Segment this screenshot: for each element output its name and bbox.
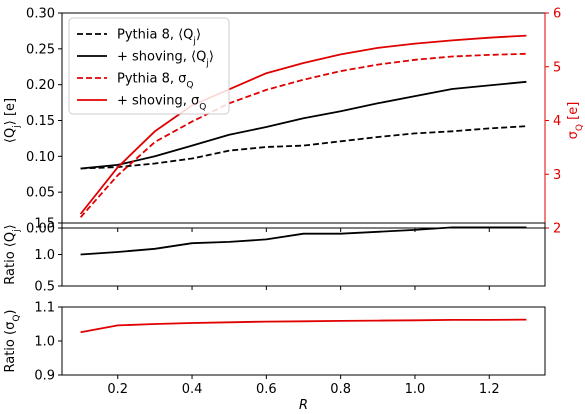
y-axis-label: Ratio ⟨Qj⟩	[3, 224, 22, 284]
series-line-2	[80, 80, 527, 170]
x-tick-label: 0.8	[330, 382, 351, 397]
series-line-4	[79, 34, 527, 215]
y-tick-label: 1.0	[34, 335, 55, 350]
plot-frame	[61, 222, 546, 287]
series-line-1	[80, 125, 527, 170]
legend-box	[68, 17, 230, 115]
legend-label: + shoving, ⟨Qj⟩	[117, 50, 214, 69]
y-tick-label: 1.1	[34, 301, 55, 316]
y-tick-label: 0.30	[26, 7, 55, 22]
x-tick-label: 1.0	[405, 382, 426, 397]
legend-label: Pythia 8, ⟨Qj⟩	[117, 28, 201, 47]
legend-label: + shoving, σQ	[117, 94, 206, 113]
x-tick-label: 0.6	[256, 382, 277, 397]
y-tick-label: 0.20	[26, 78, 55, 93]
y-tick-label: 0.00	[26, 222, 55, 237]
legend: Pythia 8, ⟨Qj⟩ + shoving, ⟨Qj⟩ Pythia 8, σ…	[68, 17, 230, 115]
series-line-1	[80, 226, 527, 256]
y-tick-label: 0.5	[34, 280, 55, 295]
y-tick-label: 0.15	[26, 114, 55, 129]
x-tick-label: 0.4	[182, 382, 203, 397]
y-right-tick-label: 6	[553, 7, 561, 22]
y-right-tick-label: 2	[553, 222, 561, 237]
y-right-axis-label: σQ [e]	[566, 102, 585, 140]
plot-frame	[61, 306, 546, 376]
y-tick-label: 0.10	[26, 150, 55, 165]
panel-3: 0.9 1.0 1.1 0.2 0.4 0.6 0.8 1.0 1.2 Ratio (σQ) R	[3, 301, 546, 413]
series-line-1	[80, 318, 527, 334]
y-right-tick-label: 3	[553, 168, 561, 183]
y-tick-label: 1.0	[34, 248, 55, 263]
y-axis-label: ⟨Qj⟩ [e]	[3, 98, 22, 143]
y-tick-label: 0.25	[26, 42, 55, 57]
panel-1: 0.00 0.05 0.10 0.15 0.20 0.25 0.30 2 3 4 5 6 σQ [e] ⟨…	[3, 7, 585, 237]
x-axis-label: R	[299, 398, 308, 413]
y-tick-label: 0.9	[34, 369, 55, 384]
y-axis-label: Ratio (σQ)	[3, 310, 22, 373]
y-right-tick-label: 4	[553, 114, 561, 129]
y-right-tick-label: 5	[553, 60, 561, 75]
legend-label: Pythia 8, σQ	[117, 72, 193, 91]
x-tick-label: 0.2	[107, 382, 128, 397]
panel-2: 0.5 1.0 1.5 Ratio ⟨Qj⟩	[3, 217, 546, 295]
series-line-3	[79, 52, 527, 218]
x-tick-label: 1.2	[479, 382, 500, 397]
y-tick-label: 0.05	[26, 186, 55, 201]
y-tick-label: 1.5	[34, 217, 55, 232]
